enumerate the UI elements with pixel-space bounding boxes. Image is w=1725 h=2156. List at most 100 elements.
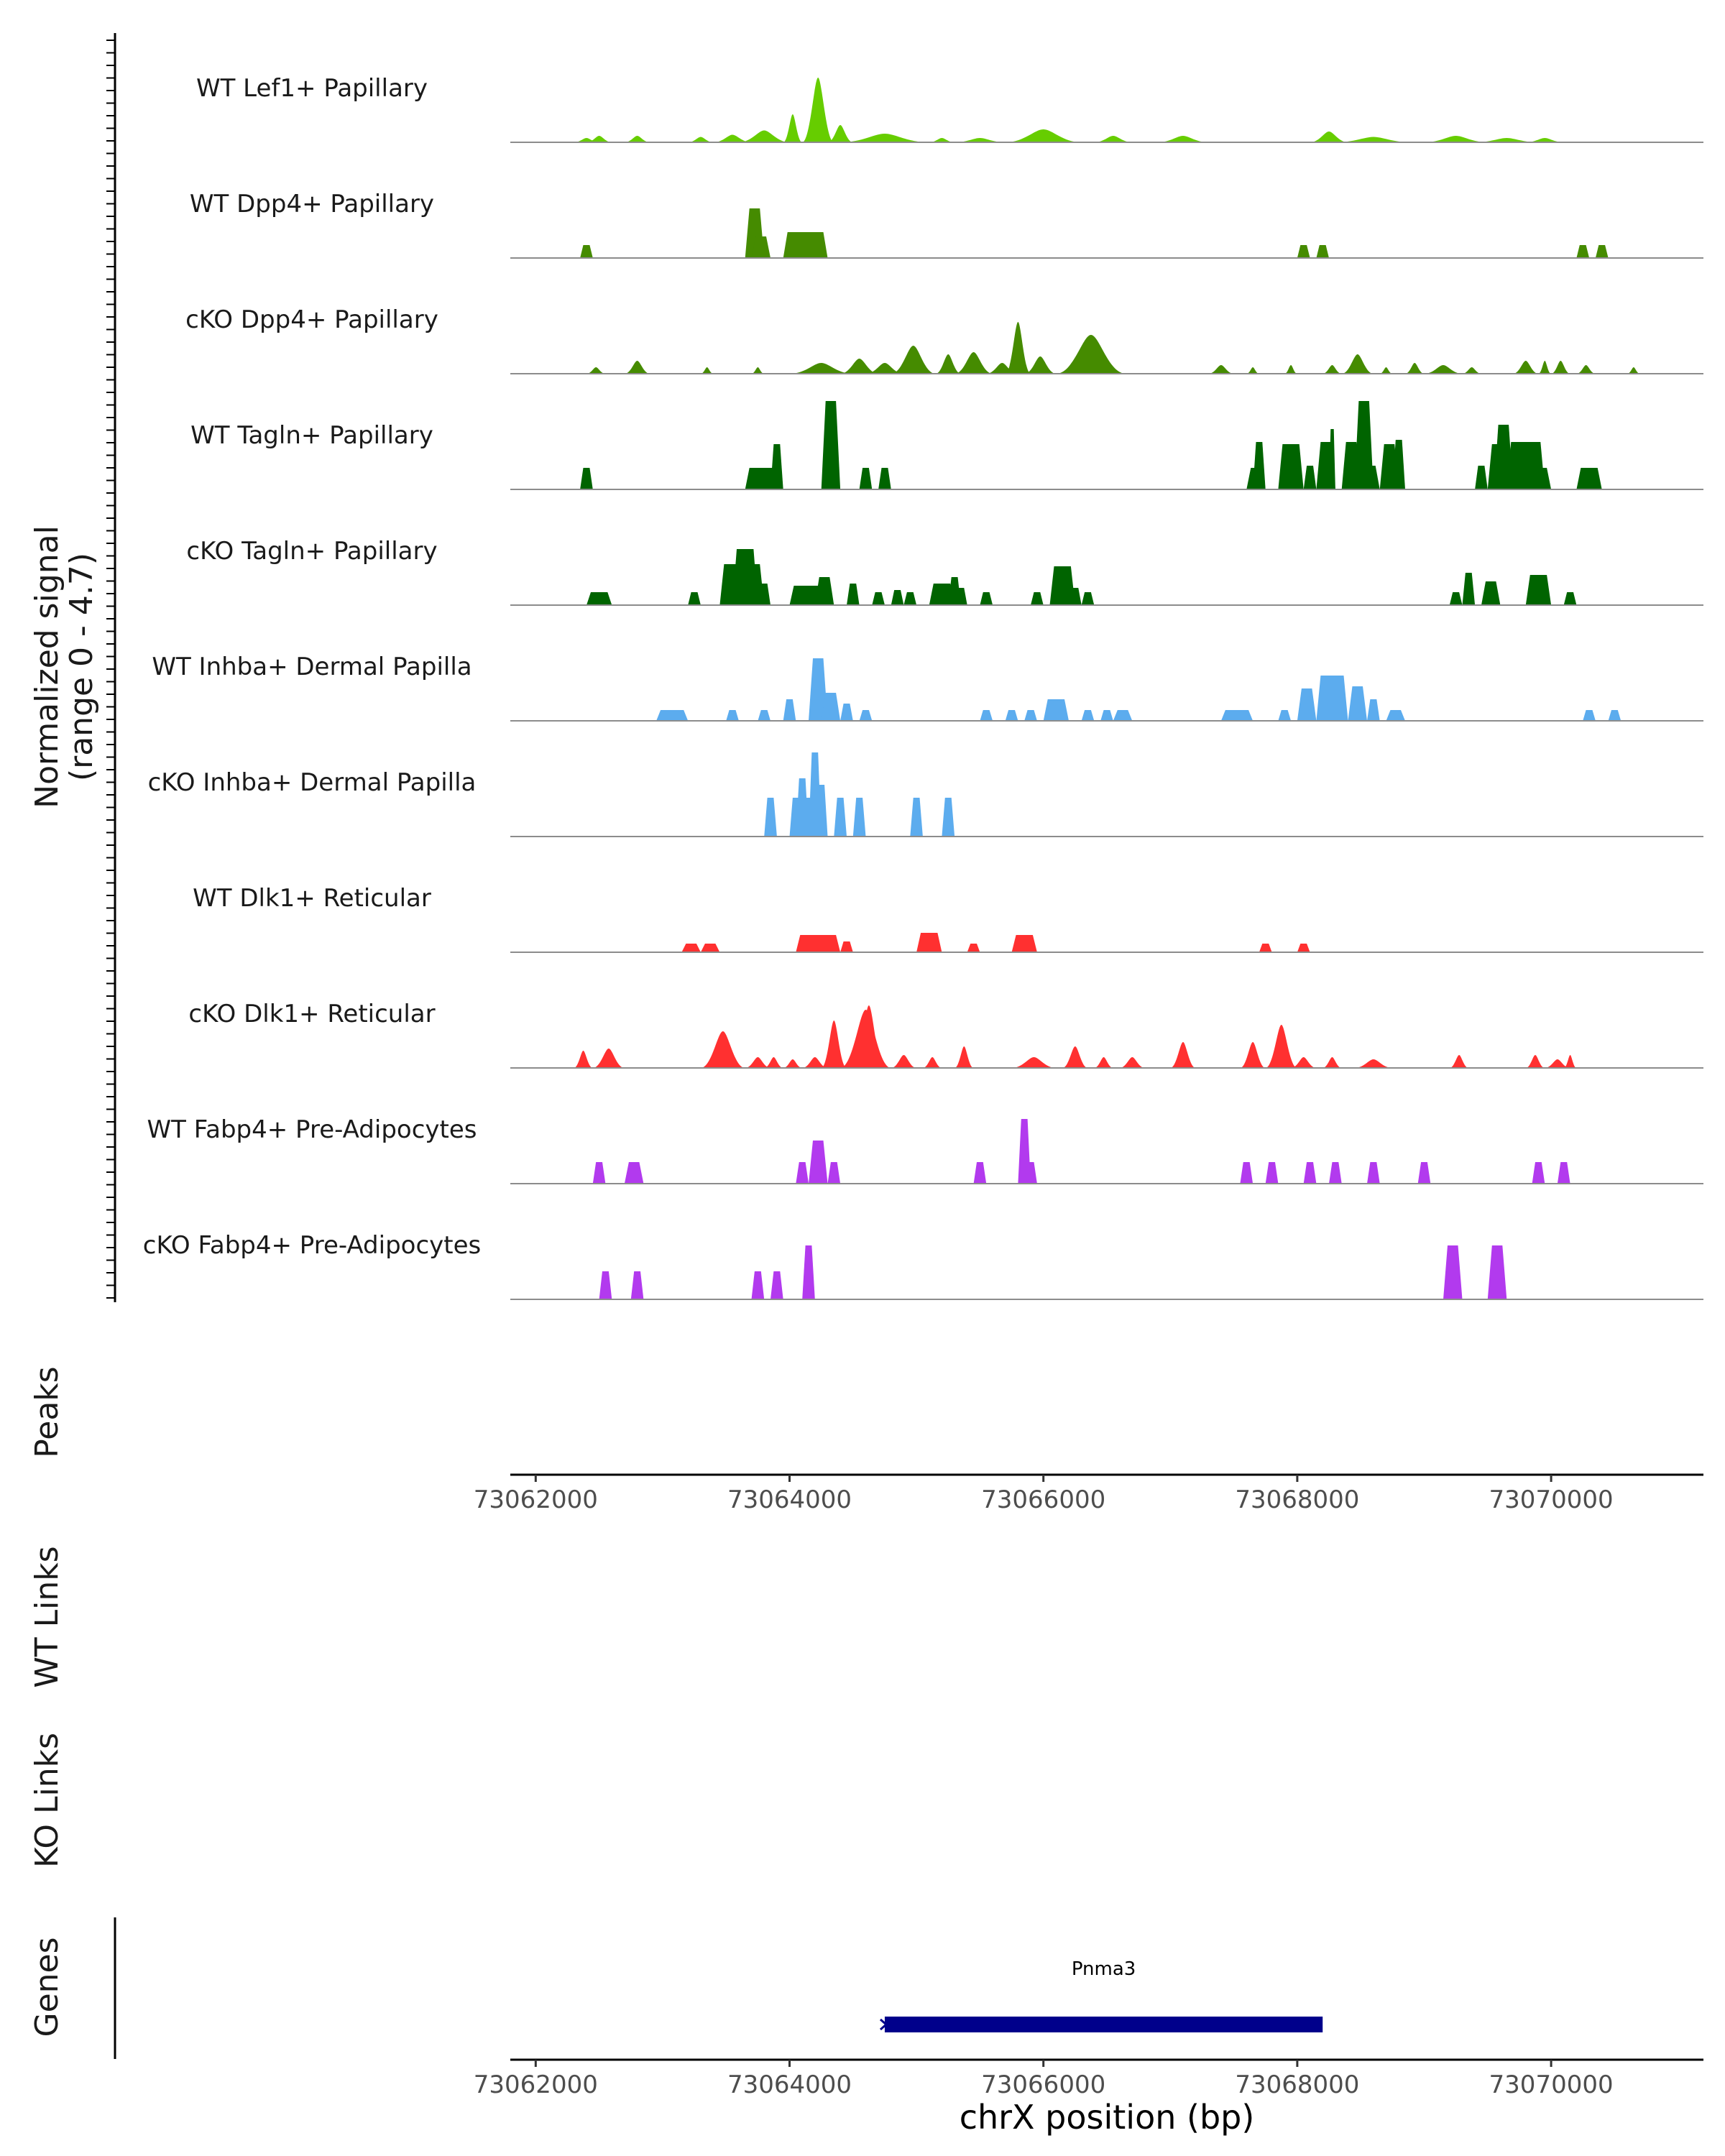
coverage-peak [1576,365,1596,374]
coverage-peak [827,1162,841,1184]
coverage-peak [821,693,841,721]
track-label: WT Dlk1+ Reticular [193,884,431,913]
coverage-peak [840,704,853,721]
coverage-peak [656,710,689,721]
track-label: cKO Dlk1+ Reticular [188,1000,435,1028]
gene-body [884,2017,1323,2032]
coverage-peak [1303,1162,1317,1184]
coverage-peak [1525,1055,1545,1068]
coverage-peak [814,785,828,837]
coverage-peak [1462,367,1481,374]
coverage-peak [1563,592,1577,605]
coverage-peak [713,134,752,142]
coverage-peak [700,1031,745,1068]
coverage-peak [1583,710,1596,721]
coverage-peak [1005,710,1018,721]
coverage-peak [1367,699,1380,721]
track-label: WT Lef1+ Papillary [196,74,428,103]
signal-y-axis-title-line2: (range 0 - 4.7) [63,553,100,781]
x-axis-tick-label: 73066000 [981,1485,1105,1514]
track-label: cKO Inhba+ Dermal Papilla [148,768,477,797]
coverage-peak [580,468,593,489]
coverage-peak [1576,468,1602,489]
coverage-peak [1284,365,1297,374]
coverage-peak [1119,1057,1145,1068]
coverage-peak [796,1162,809,1184]
coverage-peak [1379,367,1393,374]
coverage-peak [852,1005,885,1068]
coverage-peak [1265,1025,1297,1068]
track-0: WT Lef1+ Papillary [196,74,1703,143]
track-label: cKO Tagln+ Papillary [186,537,437,566]
coverage-peak [840,134,929,142]
coverage-peak [681,944,701,952]
coverage-peak [1049,566,1075,605]
coverage-peak [859,468,873,489]
x-axis-tick-label: 73068000 [1235,1485,1359,1514]
track-label: WT Fabp4+ Pre-Adipocytes [147,1115,477,1144]
track-label: cKO Dpp4+ Papillary [185,305,438,334]
coverage-peak [840,941,853,952]
coverage-tracks: WT Lef1+ Papillary WT Dpp4+ Papillary cKO … [143,74,1703,1300]
coverage-peak [1056,335,1126,374]
coverage-peak [1532,468,1552,489]
coverage-peak [1024,710,1037,721]
x-axis-tick-label: 73068000 [1235,2070,1359,2099]
coverage-peak [1525,138,1564,142]
coverage-peak [783,232,828,258]
coverage-peak [916,933,942,952]
coverage-peak [624,136,650,142]
coverage-peak [922,1057,942,1068]
coverage-peak [1595,245,1609,258]
coverage-peak [1487,1245,1507,1299]
coverage-peak [1303,466,1317,489]
coverage-peak [1297,944,1310,952]
coverage-peak [1361,466,1380,489]
coverage-peak [1417,1162,1431,1184]
coverage-peak [1576,245,1590,258]
coverage-peak [1608,710,1622,721]
coverage-peak [574,1051,593,1068]
coverage-peak [1310,132,1348,142]
coverage-peak [954,352,993,374]
x-axis-tick-label: 73070000 [1489,2070,1614,2099]
track-4: cKO Tagln+ Papillary [186,537,1703,606]
coverage-peak [1322,1057,1342,1068]
coverage-peak [980,710,993,721]
coverage-peak [1627,367,1640,374]
coverage-peak [891,590,904,605]
coverage-peak [1335,137,1412,142]
coverage-peak [1170,1042,1196,1068]
coverage-peak [1348,686,1367,721]
peaks-x-axis: 73062000 73064000 73066000 73068000 73070000 [474,1475,1614,1514]
coverage-peak [592,1049,625,1068]
coverage-peak [1367,1162,1380,1184]
coverage-peak [1513,361,1539,374]
coverage-peak [1481,581,1501,605]
coverage-peak [1525,575,1552,605]
x-axis-tick-label: 73064000 [727,2070,852,2099]
coverage-peak [783,699,796,721]
gene-strand-arrow [879,2018,888,2031]
genes-panel-label: Genes [29,1937,65,2037]
signal-y-axis-ticks [106,40,115,1299]
coverage-peak [809,1141,828,1184]
coverage-peak [859,710,873,721]
coverage-peak [802,1245,815,1299]
coverage-peak [1113,710,1133,721]
track-label: WT Dpp4+ Papillary [190,190,434,218]
track-5: WT Inhba+ Dermal Papilla [152,653,1703,722]
wt-links-panel-label: WT Links [29,1546,65,1687]
coverage-peak [1545,1059,1570,1068]
coverage-peak [764,798,777,837]
track-7: WT Dlk1+ Reticular [193,884,1703,953]
coverage-peak [751,367,765,374]
coverage-peak [1329,429,1335,489]
coverage-peak [1253,442,1266,489]
coverage-peak [751,236,770,258]
coverage-peak [1443,1245,1463,1299]
coverage-peak [586,136,612,142]
coverage-peak [1011,935,1037,952]
coverage-peak [1316,245,1329,258]
coverage-peak [1100,710,1113,721]
